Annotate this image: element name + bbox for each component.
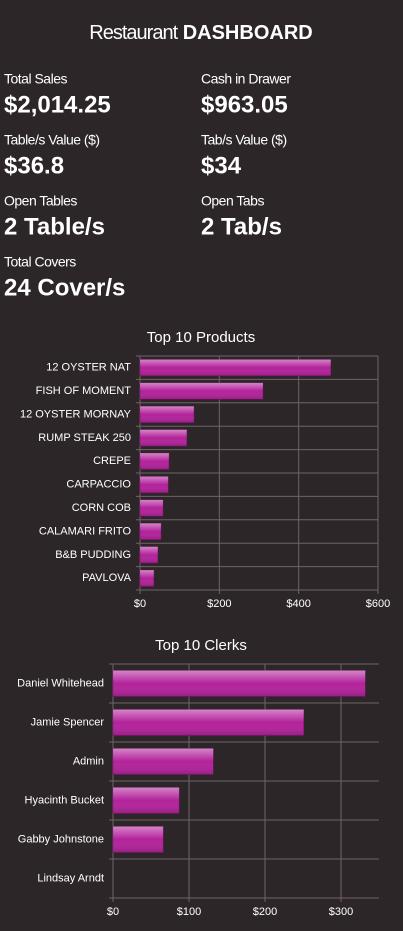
title-prefix: Restaurant bbox=[89, 22, 178, 44]
title: Restaurant DASHBOARD bbox=[89, 22, 312, 44]
y-tick-label: CALAMARI FRITO bbox=[39, 525, 132, 537]
y-tick-label: Admin bbox=[73, 755, 104, 767]
stat-label: Total Covers bbox=[4, 254, 76, 270]
y-tick-label: Daniel Whitehead bbox=[17, 677, 104, 689]
bar bbox=[112, 748, 214, 775]
stat-label: Cash in Drawer bbox=[201, 71, 291, 87]
bar bbox=[112, 826, 164, 853]
bar bbox=[112, 787, 180, 814]
bar bbox=[139, 429, 188, 447]
bar bbox=[139, 406, 195, 423]
bar bbox=[139, 569, 155, 587]
stat-value: 2 Table/s bbox=[4, 213, 105, 240]
stat-value: 24 Cover/s bbox=[4, 274, 125, 301]
stat-value: $2,014.25 bbox=[4, 91, 111, 118]
bar bbox=[139, 359, 332, 377]
y-tick-label: B&B PUDDING bbox=[55, 549, 131, 561]
y-tick-label: PAVLOVA bbox=[82, 572, 132, 584]
x-tick-label: $600 bbox=[366, 598, 390, 610]
stat-label: Open Tables bbox=[4, 193, 77, 209]
bar bbox=[112, 670, 366, 697]
x-tick-label: $300 bbox=[329, 906, 353, 918]
stat-label: Table/s Value ($) bbox=[4, 132, 100, 148]
bar bbox=[139, 499, 164, 517]
stat-value: $963.05 bbox=[201, 91, 288, 118]
x-tick-label: $200 bbox=[253, 906, 277, 918]
x-tick-label: $100 bbox=[177, 906, 201, 918]
x-tick-label: $0 bbox=[107, 906, 119, 918]
bar bbox=[139, 546, 159, 564]
bar bbox=[139, 382, 264, 400]
bar bbox=[139, 452, 170, 470]
y-tick-label: RUMP STEAK 250 bbox=[38, 432, 131, 444]
y-tick-label: 12 OYSTER MORNAY bbox=[20, 408, 132, 420]
y-tick-label: CREPE bbox=[93, 455, 131, 467]
title-main: DASHBOARD bbox=[183, 22, 313, 44]
y-tick-label: Hyacinth Bucket bbox=[25, 794, 104, 806]
bar bbox=[139, 476, 169, 494]
chart-title: Top 10 Clerks bbox=[155, 637, 247, 654]
chart-title: Top 10 Products bbox=[147, 329, 255, 346]
stat-label: Total Sales bbox=[4, 71, 67, 87]
y-tick-label: 12 OYSTER NAT bbox=[46, 362, 131, 374]
stat-label: Open Tabs bbox=[201, 193, 264, 209]
stat-label: Tab/s Value ($) bbox=[201, 132, 287, 148]
y-tick-label: CARPACCIO bbox=[66, 479, 131, 491]
y-tick-label: Jamie Spencer bbox=[31, 716, 105, 728]
stat-value: 2 Tab/s bbox=[201, 213, 282, 240]
bar bbox=[139, 523, 162, 540]
stat-value: $34 bbox=[201, 152, 242, 179]
x-tick-label: $200 bbox=[207, 598, 231, 610]
y-tick-label: CORN COB bbox=[72, 502, 131, 514]
y-tick-label: FISH OF MOMENT bbox=[36, 385, 132, 397]
y-tick-label: Lindsay Arndt bbox=[37, 872, 104, 884]
y-tick-label: Gabby Johnstone bbox=[18, 833, 104, 845]
stat-value: $36.8 bbox=[4, 152, 64, 179]
x-tick-label: $400 bbox=[286, 598, 310, 610]
x-tick-label: $0 bbox=[134, 598, 146, 610]
bar bbox=[112, 709, 305, 736]
